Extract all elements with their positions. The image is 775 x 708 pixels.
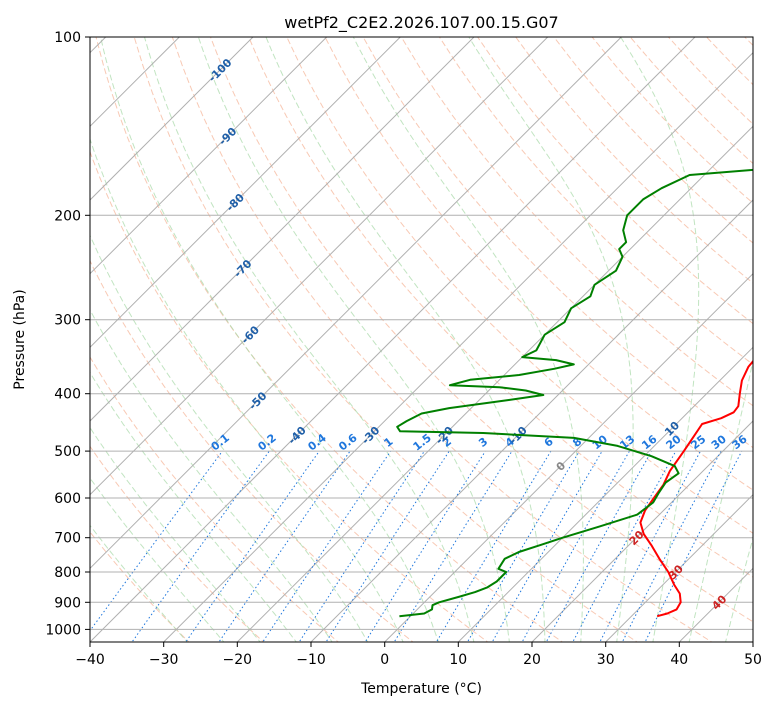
x-axis: −40 −30 −20 −10 0 10 20 30 40 50	[75, 642, 762, 668]
x-tick-label: −30	[149, 652, 179, 668]
dry-adiabat	[90, 445, 265, 642]
chart-title: wetPf2_C2E2.2026.107.00.15.G07	[284, 13, 558, 33]
isotherm-line	[90, 37, 254, 201]
y-tick-label: 700	[54, 531, 81, 547]
y-tick-label: 100	[54, 30, 81, 46]
mixing-ratio-line	[262, 450, 392, 642]
plot-frame	[89, 36, 754, 643]
mixing-ratio-line	[298, 450, 425, 642]
mixing-ratio-line	[466, 450, 580, 642]
x-axis-title: Temperature (°C)	[360, 681, 482, 697]
y-tick-label: 1000	[45, 622, 81, 638]
dry-adiabat	[400, 37, 753, 407]
y-tick-label: 200	[54, 208, 81, 224]
y-tick-label: 800	[54, 565, 81, 581]
pressure-gridlines	[90, 37, 753, 630]
y-tick-label: 900	[54, 595, 81, 611]
dry-adiabat	[210, 37, 753, 623]
isotherm-line	[90, 37, 401, 349]
mixing-ratio-line	[364, 450, 486, 642]
isotherm-line	[236, 125, 753, 642]
dry-adiabat	[95, 37, 564, 642]
profiles	[396, 168, 753, 618]
mixing-ratio-line	[599, 450, 701, 642]
dry-adiabat	[324, 37, 753, 491]
x-tick-label: 30	[597, 652, 615, 668]
x-tick-label: 0	[380, 652, 389, 668]
x-tick-label: 40	[670, 652, 688, 668]
isotherm-line	[384, 272, 753, 642]
moist-adiabat	[620, 37, 700, 642]
isotherm-line	[531, 420, 753, 642]
moist-adiabat	[265, 37, 546, 642]
dewpoint-profile	[396, 168, 753, 618]
dry-adiabat	[477, 37, 753, 325]
y-axis: 100 200 300 400 500 600 700 800 900 1000	[45, 30, 90, 638]
y-tick-label: 400	[54, 387, 81, 403]
mixing-ratio-line	[185, 450, 320, 642]
y-axis-title: Pressure (hPa)	[12, 289, 28, 389]
x-tick-label: −40	[75, 652, 105, 668]
x-tick-label: −10	[296, 652, 326, 668]
moist-adiabat	[468, 37, 634, 642]
dry-adiabat	[362, 37, 753, 449]
isotherm-line	[90, 37, 696, 642]
dry-adiabat	[248, 37, 753, 578]
plot-background	[90, 37, 753, 642]
isotherm-line	[605, 493, 753, 642]
isotherm-line	[310, 199, 753, 642]
dry-adiabat	[90, 150, 489, 642]
y-tick-label: 500	[54, 444, 81, 460]
mixing-ratio-line	[572, 450, 677, 642]
isotherm-line	[752, 641, 753, 642]
mixing-ratio-line	[131, 450, 270, 642]
y-tick-label: 600	[54, 491, 81, 507]
mixing-ratio-line	[325, 450, 450, 642]
isotherm-line	[90, 37, 549, 496]
moist-adiabat	[90, 371, 297, 642]
temperature-profile	[639, 359, 753, 618]
x-tick-label: 50	[744, 652, 762, 668]
mixing-ratio-line	[393, 450, 513, 642]
x-tick-label: 20	[523, 652, 541, 668]
moist-adiabat	[352, 37, 584, 642]
isotherm-line	[90, 37, 475, 422]
moist-adiabat	[144, 37, 475, 642]
mixing-ratio-line	[90, 450, 223, 632]
isotherm-line	[90, 37, 328, 275]
x-tick-label: −20	[223, 652, 253, 668]
isotherm-line	[90, 37, 622, 570]
mixing-ratio-line	[621, 450, 722, 642]
isotherm-line	[457, 346, 753, 642]
y-tick-label: 300	[54, 313, 81, 329]
x-tick-label: 10	[449, 652, 467, 668]
mixing-ratio-line	[218, 450, 351, 642]
isotherm-line	[163, 51, 753, 642]
